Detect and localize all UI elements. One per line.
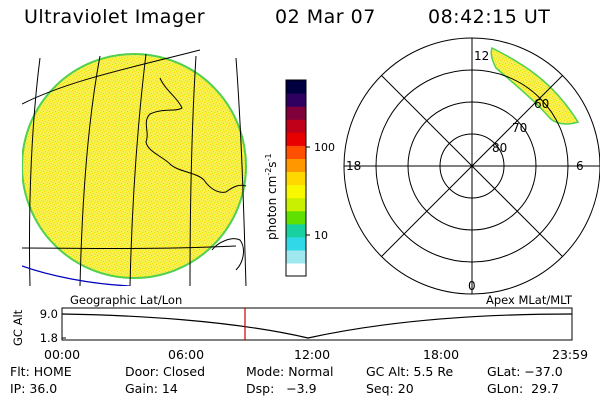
info-glat: GLat: −37.0 — [487, 364, 563, 379]
polar-grid — [343, 37, 600, 295]
color-bar-label-photon: photon cm — [265, 176, 279, 240]
color-bar-ticks — [306, 146, 310, 236]
info-seq: Seq: 20 — [366, 381, 414, 396]
color-bar-segment — [286, 171, 306, 186]
info-dsp: Dsp: −3.9 — [246, 381, 317, 396]
time-tick-2359: 23:59 — [552, 347, 589, 362]
color-bar-segment — [286, 210, 306, 225]
alt-ytick-1-8: 1.8 — [40, 331, 58, 345]
color-bar-segment — [286, 145, 306, 159]
time-readout: 08:42:15 UT — [428, 6, 551, 28]
time-tick-1800: 18:00 — [423, 347, 460, 362]
color-bar-segment — [286, 80, 306, 94]
info-gc-alt: GC Alt: 5.5 Re — [366, 364, 454, 379]
coastline — [145, 77, 247, 193]
color-bar-segment — [286, 132, 306, 146]
time-tick-0000: 00:00 — [44, 347, 81, 362]
color-bar-label-sup2: -1 — [264, 153, 273, 161]
latitude-lines — [22, 49, 237, 249]
color-bar-segment — [286, 106, 306, 120]
polar-plot: 12 18 6 0 80 70 60 — [343, 37, 600, 295]
coastline-south — [211, 238, 244, 271]
mlt-label-18: 18 — [346, 159, 361, 173]
color-bar — [285, 79, 307, 277]
alt-plot-frame — [61, 307, 573, 341]
auroral-oval — [490, 46, 580, 125]
color-bar-label-sup1: -2 — [264, 168, 273, 176]
longitude-lines — [28, 53, 247, 286]
alt-ytick-9: 9.0 — [40, 307, 58, 321]
color-bar-segment — [286, 249, 306, 264]
earth-image-panel — [22, 49, 247, 286]
color-bar-segment — [286, 158, 306, 173]
color-bar-segment — [286, 197, 306, 212]
alt-plot-ylabel: GC Alt — [11, 309, 25, 346]
info-glon: GLon: 29.7 — [487, 381, 559, 396]
coastline-blue — [22, 265, 131, 286]
earth-disk — [22, 53, 247, 279]
info-flight: Flt: HOME — [10, 364, 72, 379]
color-bar-label: photon cm-2s-1 — [264, 153, 279, 240]
alt-plot-caption-right: Apex MLat/MLT — [486, 293, 573, 307]
altitude-timeline: Geographic Lat/Lon Apex MLat/MLT GC Alt … — [11, 293, 573, 346]
altitude-curve — [61, 313, 573, 339]
color-bar-segment — [286, 223, 306, 238]
alt-plot-caption-left: Geographic Lat/Lon — [70, 293, 182, 307]
info-gain: Gain: 14 — [125, 381, 178, 396]
color-bar-segment — [286, 119, 306, 133]
color-bar-segment — [286, 184, 306, 199]
info-ip: IP: 36.0 — [10, 381, 58, 396]
time-tick-1200: 12:00 — [294, 347, 331, 362]
color-bar-segment — [286, 93, 306, 107]
mlt-label-0: 0 — [468, 279, 476, 293]
info-door: Door: Closed — [125, 364, 206, 379]
mlt-label-12: 12 — [474, 49, 489, 63]
window-title: Ultraviolet Imager — [24, 6, 206, 28]
color-bar-label-s: s — [265, 161, 279, 167]
mlat-label-60: 60 — [534, 97, 549, 111]
mlat-label-70: 70 — [512, 121, 527, 135]
time-tick-0600: 06:00 — [168, 347, 205, 362]
date-readout: 02 Mar 07 — [275, 6, 376, 28]
mlt-label-6: 6 — [576, 159, 584, 173]
mlat-label-80: 80 — [492, 141, 507, 155]
color-bar-tick-10: 10 — [314, 229, 328, 242]
color-bar-tick-100: 100 — [314, 141, 335, 154]
color-bar-segment — [286, 236, 306, 251]
info-mode: Mode: Normal — [246, 364, 334, 379]
color-bar-segment — [286, 262, 306, 277]
